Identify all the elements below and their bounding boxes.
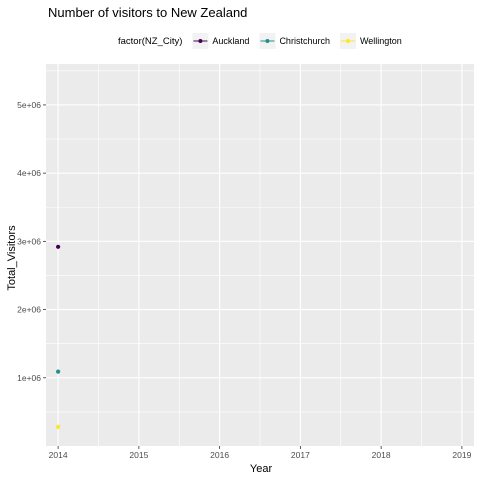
grid-major <box>46 64 474 446</box>
chart-title: Number of visitors to New Zealand <box>48 5 247 20</box>
x-tick-label: 2019 <box>452 450 471 460</box>
legend-label-wellington: Wellington <box>360 36 402 46</box>
legend-key-point-christchurch <box>265 39 270 43</box>
legend: factor(NZ_City) Auckland Christchurch Well… <box>118 33 402 49</box>
y-tick-label: 4e+06 <box>17 168 41 178</box>
y-tick-label: 2e+06 <box>17 305 41 315</box>
x-axis: 2014 2015 2016 2017 2018 2019 <box>49 446 472 460</box>
legend-title: factor(NZ_City) <box>118 36 182 47</box>
y-tick-label: 3e+06 <box>17 236 41 246</box>
x-tick-label: 2014 <box>49 450 68 460</box>
y-tick-label: 5e+06 <box>17 100 41 110</box>
legend-key-point-auckland <box>198 39 203 43</box>
point-wellington <box>56 424 61 429</box>
y-tick-label: 1e+06 <box>17 373 41 383</box>
x-tick-label: 2015 <box>129 450 148 460</box>
y-axis: 1e+06 2e+06 3e+06 4e+06 5e+06 <box>17 100 46 383</box>
x-tick-label: 2016 <box>210 450 229 460</box>
x-tick-label: 2017 <box>291 450 310 460</box>
point-auckland <box>56 244 61 249</box>
legend-key-point-wellington <box>345 39 350 43</box>
data-points <box>56 244 61 429</box>
legend-label-auckland: Auckland <box>212 36 249 46</box>
point-christchurch <box>56 369 61 374</box>
y-axis-title: Total_Visitors <box>6 225 18 291</box>
x-axis-title: Year <box>250 463 273 475</box>
x-tick-label: 2018 <box>372 450 391 460</box>
legend-label-christchurch: Christchurch <box>279 36 330 46</box>
grid-minor <box>46 64 474 446</box>
